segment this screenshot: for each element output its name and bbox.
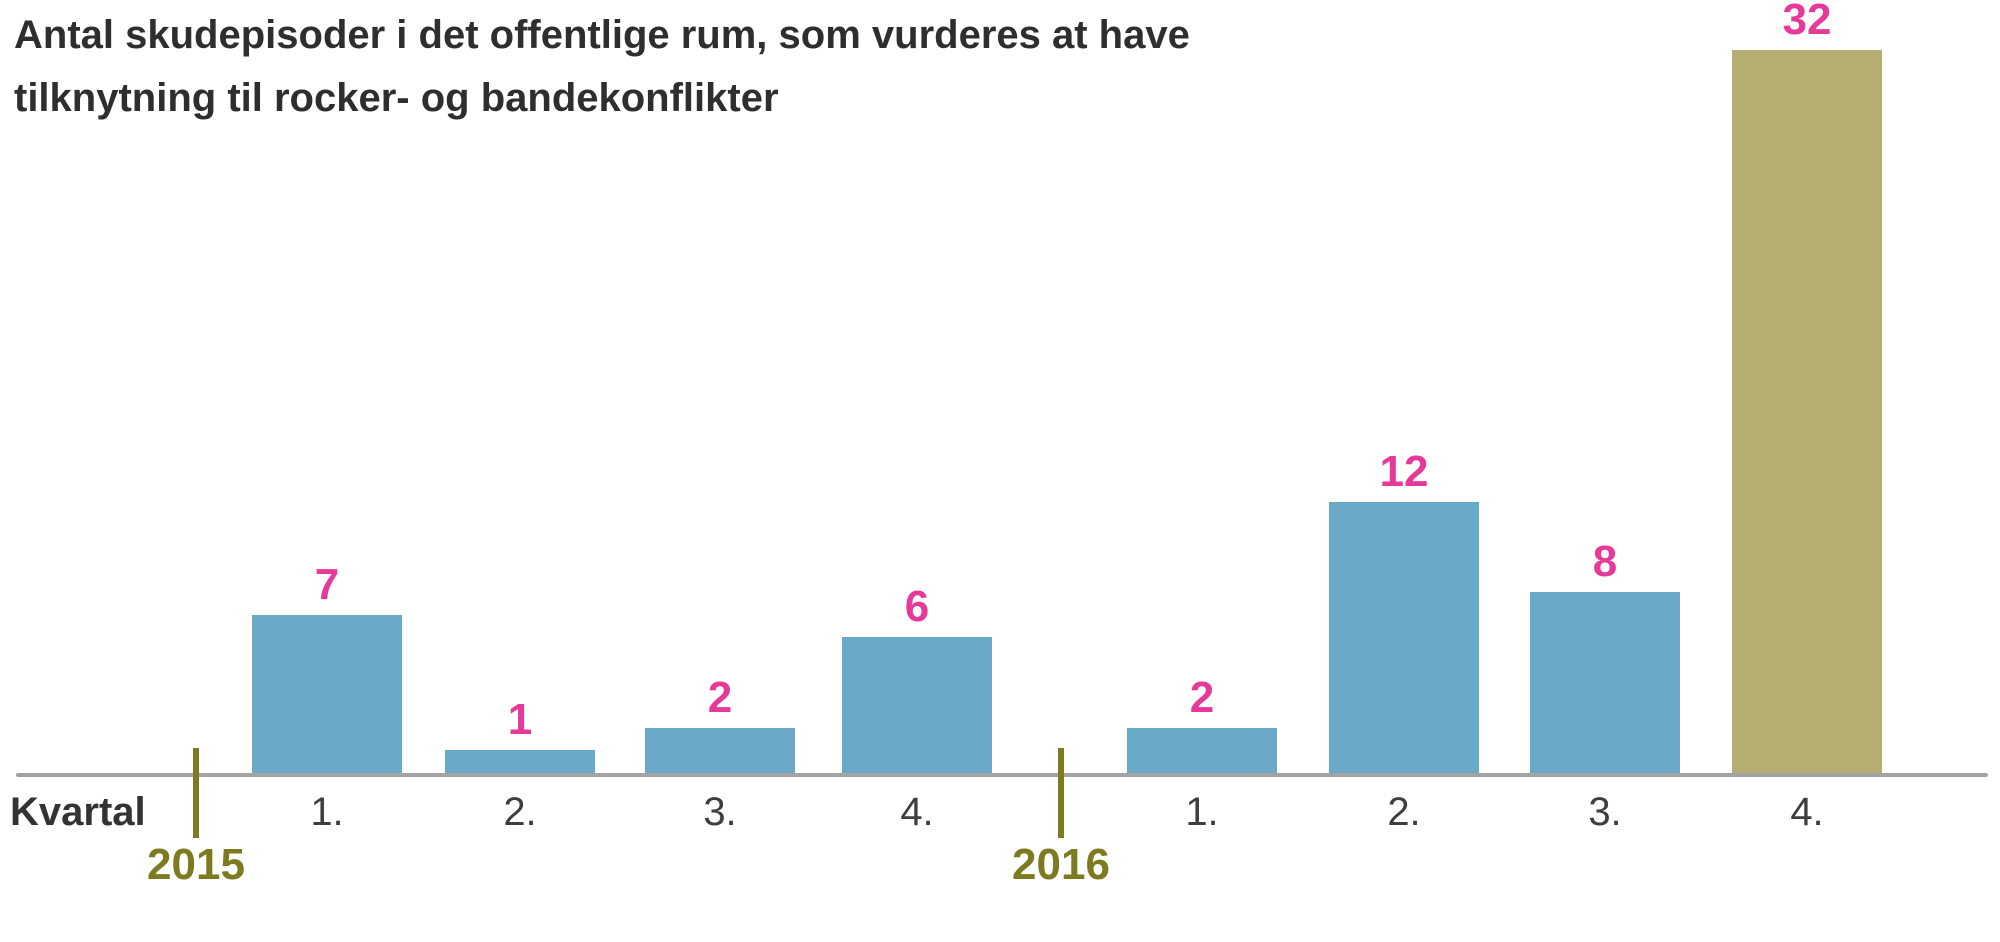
x-tick-label-2015-q1: 1.	[310, 790, 344, 834]
bar-value-label: 2	[1189, 673, 1215, 722]
year-tick-2015	[193, 748, 199, 838]
x-tick-label-2015-q4: 4.	[900, 790, 934, 834]
year-label-2015: 2015	[147, 840, 245, 889]
bar-value-label: 8	[1592, 537, 1618, 586]
bar-2016-q3: 8	[1530, 540, 1680, 773]
x-tick-label-2016-q2: 2.	[1387, 790, 1421, 834]
x-tick-label-2015-q2: 2.	[503, 790, 537, 834]
year-tick-2016	[1058, 748, 1064, 838]
bar-value-label: 1	[507, 695, 533, 744]
year-label-2016: 2016	[1012, 840, 1110, 889]
x-tick-label-2016-q4: 4.	[1790, 790, 1824, 834]
bar-2016-q4: 32	[1732, 0, 1882, 773]
bar-value-label: 12	[1379, 447, 1429, 496]
bar-2015-q3: 2	[645, 676, 795, 773]
x-tick-label-2016-q1: 1.	[1185, 790, 1219, 834]
x-tick-label-2016-q3: 3.	[1588, 790, 1622, 834]
chart-title-line1: Antal skudepisoder i det offentlige rum,…	[14, 13, 1190, 57]
bar-2015-q2: 1	[445, 698, 595, 773]
bar-value-label: 2	[707, 673, 733, 722]
x-axis-label: Kvartal	[10, 790, 146, 834]
chart-title-line2: tilknytning til rocker- og bandekonflikt…	[14, 76, 779, 120]
bar-2016-q2: 12	[1329, 450, 1479, 773]
bar-value-label: 7	[314, 560, 340, 609]
chart-title: Antal skudepisoder i det offentlige rum,…	[14, 4, 1190, 130]
x-axis-line	[16, 773, 1988, 777]
bar-2016-q1: 2	[1127, 676, 1277, 773]
bar-value-label: 32	[1782, 0, 1832, 44]
bar-2015-q4: 6	[842, 585, 992, 773]
bar-2015-q1: 7	[252, 563, 402, 773]
x-tick-label-2015-q3: 3.	[703, 790, 737, 834]
bar-value-label: 6	[904, 582, 930, 631]
